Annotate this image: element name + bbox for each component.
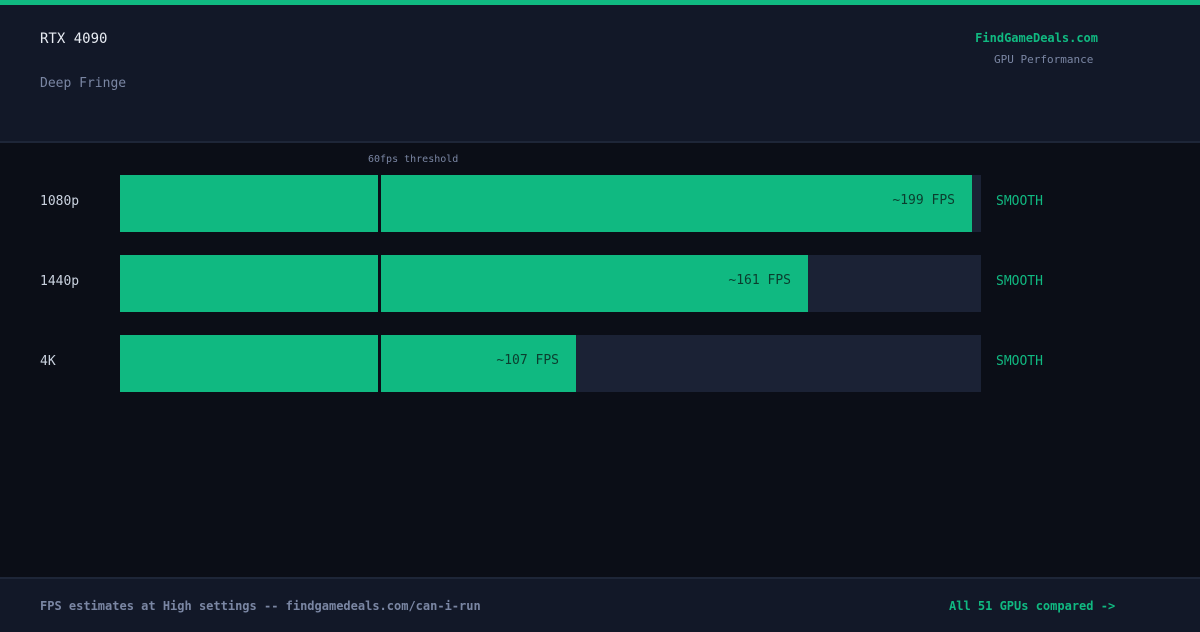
status-badge: SMOOTH xyxy=(996,194,1043,209)
fps-bar xyxy=(120,335,576,392)
row-label: 1080p xyxy=(40,194,80,209)
row-label: 4K xyxy=(40,354,56,369)
threshold-marker xyxy=(378,335,381,392)
status-badge: SMOOTH xyxy=(996,274,1043,289)
game-name: Deep Fringe xyxy=(40,76,127,91)
gpu-name: RTX 4090 xyxy=(40,31,108,47)
fps-chart: 60fps threshold 1080p ~199 FPS SMOOTH 1440p… xyxy=(0,143,1200,577)
accent-strip xyxy=(0,0,1200,5)
fps-value-label: ~161 FPS xyxy=(728,273,791,288)
footer-note: FPS estimates at High settings -- findga… xyxy=(40,599,481,613)
bar-track: ~161 FPS xyxy=(120,255,981,312)
fps-bar xyxy=(120,255,808,312)
fps-bar xyxy=(120,175,972,232)
threshold-marker xyxy=(378,255,381,312)
footer: FPS estimates at High settings -- findga… xyxy=(0,577,1200,632)
bar-track: ~199 FPS xyxy=(120,175,981,232)
brand-link[interactable]: FindGameDeals.com xyxy=(975,31,1098,45)
brand-subtitle: GPU Performance xyxy=(994,53,1094,66)
threshold-label: 60fps threshold xyxy=(368,154,459,165)
fps-value-label: ~107 FPS xyxy=(496,353,559,368)
all-gpus-link[interactable]: All 51 GPUs compared -> xyxy=(949,599,1116,613)
status-badge: SMOOTH xyxy=(996,354,1043,369)
header: RTX 4090 Deep Fringe FindGameDeals.com G… xyxy=(0,5,1200,143)
threshold-marker xyxy=(378,175,381,232)
bar-track: ~107 FPS xyxy=(120,335,981,392)
fps-value-label: ~199 FPS xyxy=(892,193,955,208)
row-label: 1440p xyxy=(40,274,80,289)
